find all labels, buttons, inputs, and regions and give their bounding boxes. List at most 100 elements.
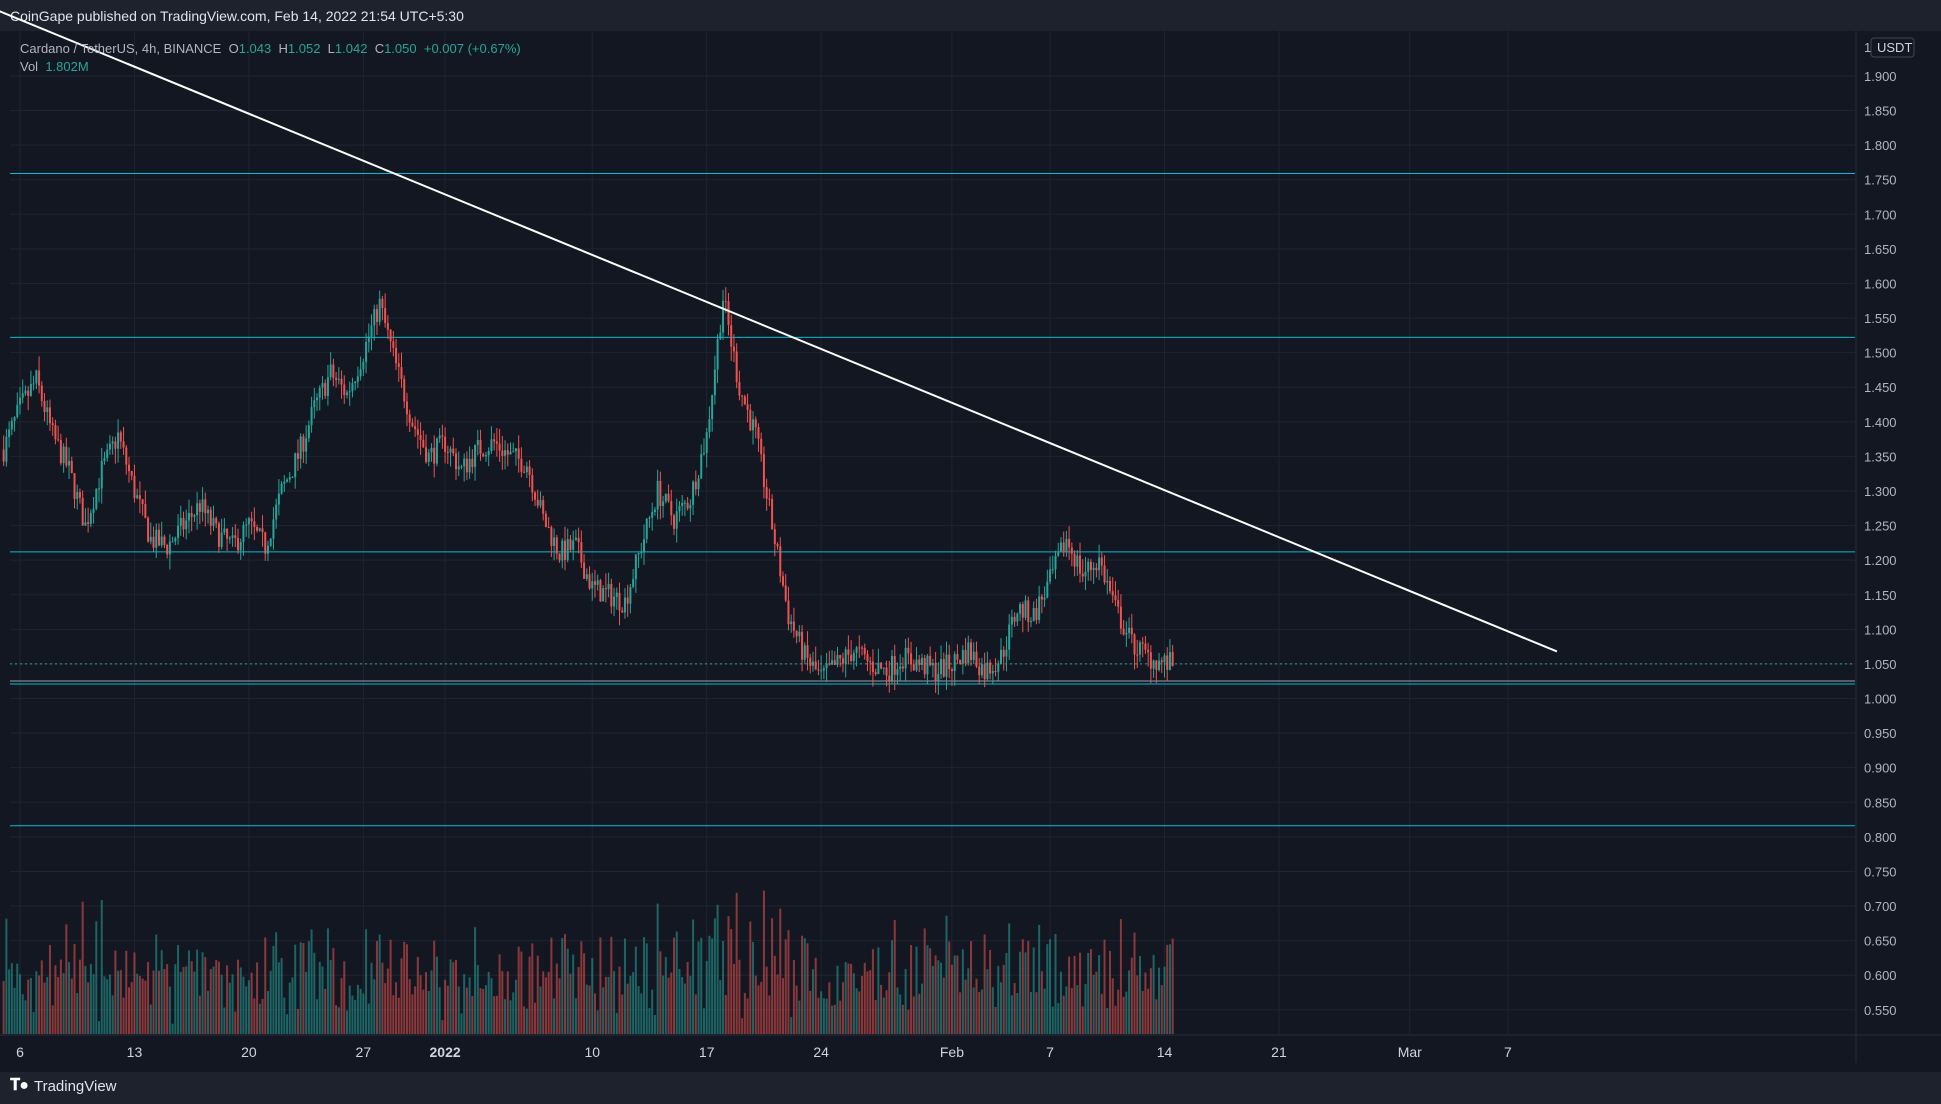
candle-body — [468, 458, 471, 473]
candle-body — [975, 651, 978, 667]
volume-bar — [114, 950, 117, 1034]
candle-body — [555, 537, 558, 554]
candle-body — [247, 518, 250, 525]
candle-body — [689, 504, 692, 509]
candle-body — [866, 654, 869, 662]
volume-bar — [1130, 957, 1133, 1034]
volume-bar — [640, 993, 643, 1034]
volume-bar — [490, 978, 493, 1034]
volume-bar — [16, 963, 19, 1034]
candle-body — [237, 537, 239, 551]
candle-body — [602, 588, 605, 602]
currency-label: USDT — [1877, 40, 1912, 55]
volume-bar — [321, 966, 324, 1034]
volume-bar — [776, 974, 779, 1034]
volume-bar — [653, 1014, 656, 1034]
volume-bar — [414, 986, 417, 1034]
candle-body — [896, 669, 899, 675]
candle-body — [482, 453, 485, 457]
candle-body — [1158, 660, 1161, 670]
candle-body — [978, 666, 981, 676]
symbol-name[interactable]: Cardano / TetherUS, 4h, BINANCE — [20, 41, 222, 56]
volume-bar — [564, 934, 566, 1034]
volume-bar — [326, 928, 329, 1034]
candle-body — [711, 395, 714, 420]
volume-bar — [520, 951, 523, 1034]
candle-body — [1043, 597, 1046, 600]
descending-trendline[interactable] — [0, 0, 1558, 653]
price-axis[interactable]: 1.900 1.850 1.800 1.750 1.700 1.650 1.600 1.550… — [1855, 31, 1941, 1063]
tradingview-logo-icon: 𝐓● — [10, 1077, 29, 1094]
volume-bar — [809, 990, 812, 1034]
volume-bar — [10, 963, 13, 1034]
candle-body — [370, 325, 373, 337]
y-tick-label: 1.900 — [1864, 69, 1897, 84]
volume-bar — [441, 1020, 444, 1034]
volume-bar — [253, 998, 256, 1034]
volume-bar — [705, 961, 708, 1034]
low-value: 1.042 — [334, 41, 368, 56]
volume-bar — [482, 988, 485, 1034]
volume-bar — [70, 978, 73, 1034]
candle-body — [212, 518, 215, 526]
y-tick-label: 1.300 — [1864, 484, 1897, 499]
volume-bar — [986, 969, 989, 1034]
candle-body — [882, 667, 885, 669]
y-tick-label: 1.150 — [1864, 588, 1897, 603]
volume-bar — [1152, 954, 1155, 1034]
volume-bar — [332, 948, 335, 1034]
volume-bar — [187, 950, 190, 1034]
candle-body — [343, 384, 346, 396]
candle-body — [1128, 627, 1131, 633]
volume-bar — [299, 942, 302, 1034]
volume-bar — [997, 966, 1000, 1034]
candle-body — [544, 513, 547, 528]
candle-body — [1065, 538, 1068, 553]
volume-bar — [460, 1013, 463, 1034]
volume-bar — [288, 982, 291, 1034]
candle-body — [21, 393, 24, 398]
volume-bar — [686, 962, 689, 1034]
volume-bar — [117, 970, 120, 1034]
candle-body — [814, 661, 817, 670]
candle-body — [858, 647, 861, 649]
candle-body — [457, 466, 460, 470]
volume-bar — [724, 995, 727, 1034]
tradingview-logo[interactable]: 𝐓● TradingView — [10, 1077, 117, 1095]
volume-bar — [501, 971, 504, 1034]
volume-bar — [356, 984, 359, 1034]
volume-bar — [275, 932, 278, 1034]
candle-body — [531, 475, 534, 493]
open-value: 1.043 — [238, 41, 272, 56]
volume-bar — [256, 962, 259, 1034]
volume-bar — [68, 962, 71, 1034]
candle-body — [618, 592, 621, 611]
volume-bar — [727, 916, 730, 1034]
candle-body — [57, 439, 60, 441]
volume-bar — [5, 918, 8, 1034]
volume-bar — [1070, 988, 1073, 1034]
volume-bar — [1144, 972, 1147, 1034]
candle-body — [741, 395, 744, 397]
candle-body — [926, 655, 929, 675]
candle-body — [449, 448, 452, 453]
candle-body — [694, 481, 697, 490]
time-axis[interactable]: 6 13 20 27 2022 10 17 24 Feb 7 14 21 Mar 7 — [0, 1034, 1941, 1060]
volume-bar — [1158, 967, 1161, 1034]
volume-bar — [1168, 944, 1171, 1034]
volume-bar — [493, 996, 496, 1034]
candle-body — [346, 392, 348, 396]
volume-bar — [613, 971, 616, 1034]
high-value: 1.052 — [287, 41, 321, 56]
candle-body — [1000, 649, 1002, 664]
high-label: H — [278, 41, 288, 56]
candle-body — [386, 323, 389, 330]
open-label: O — [228, 41, 239, 56]
candle-body — [138, 495, 141, 500]
volume-bar — [193, 971, 196, 1034]
volume-bar — [1051, 1006, 1054, 1034]
candle-body — [430, 447, 433, 453]
candle-body — [997, 663, 1000, 672]
candle-body — [702, 453, 705, 455]
